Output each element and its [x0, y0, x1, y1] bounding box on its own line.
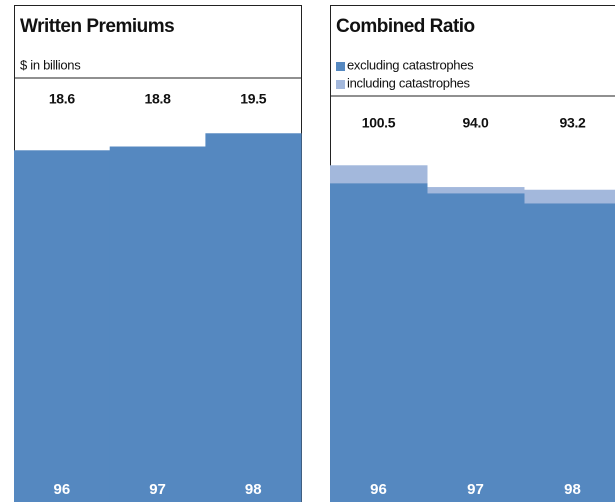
x-tick-label: 97 [149, 481, 166, 498]
bar [14, 150, 111, 502]
bar [205, 133, 302, 502]
value-label: 18.8 [145, 91, 172, 107]
value-label: 100.5 [362, 115, 396, 131]
chart-title: Combined Ratio [336, 16, 475, 37]
value-label: 93.2 [559, 115, 586, 131]
legend-swatch [336, 80, 345, 89]
bar [427, 193, 525, 502]
x-tick-label: 96 [54, 481, 71, 498]
bar [330, 183, 428, 502]
legend-label: excluding catastrophes [347, 57, 474, 72]
chart-title: Written Premiums [20, 16, 174, 37]
x-tick-label: 97 [467, 481, 484, 498]
x-tick-label: 98 [564, 481, 581, 498]
value-label: 18.6 [49, 91, 76, 107]
value-label: 19.5 [240, 91, 267, 107]
legend-swatch [336, 62, 345, 71]
chart-subtitle: $ in billions [20, 57, 81, 72]
x-tick-label: 96 [370, 481, 387, 498]
x-tick-label: 98 [245, 481, 262, 498]
bar [524, 203, 615, 502]
bar [109, 146, 206, 502]
value-label: 94.0 [462, 115, 489, 131]
legend-label: including catastrophes [347, 75, 471, 90]
